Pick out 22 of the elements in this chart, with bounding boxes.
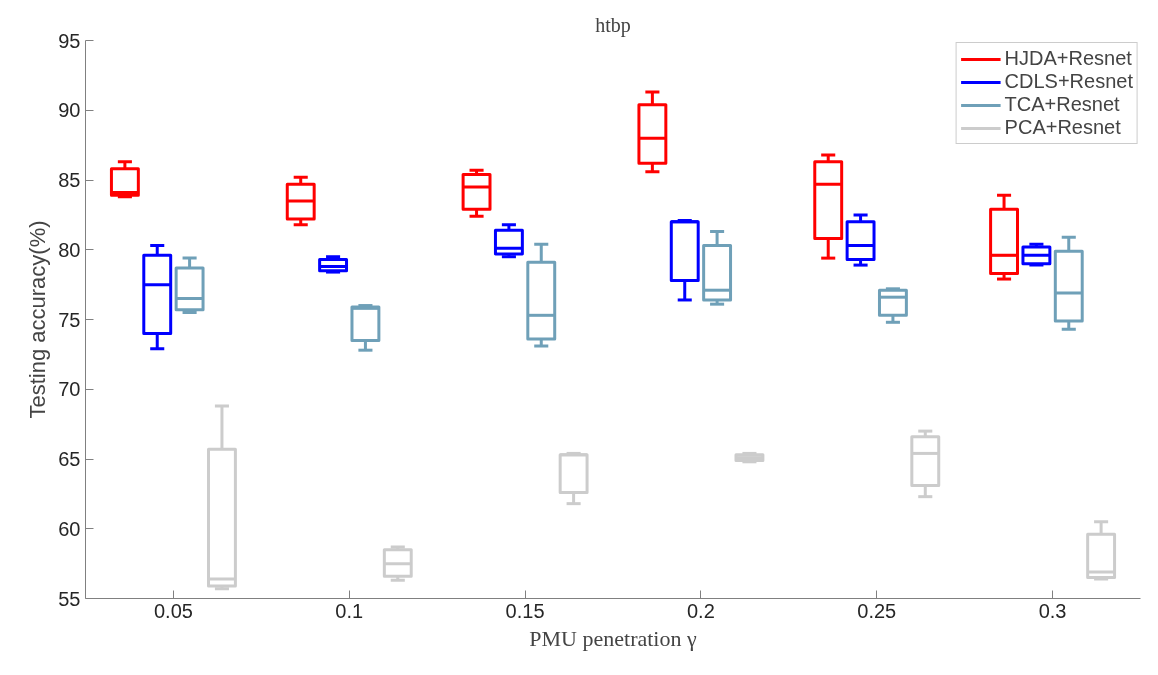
y-axis-title: Testing accuracy(%): [25, 220, 51, 419]
y-tick-label: 85: [58, 169, 81, 191]
y-tick-label: 60: [58, 517, 81, 540]
x-tick-label: 0.05: [153, 599, 193, 622]
y-tick-label: 95: [58, 29, 81, 52]
y-tick-label: 80: [58, 238, 81, 261]
y-tick-label: 55: [58, 587, 81, 610]
chart-title: htbp: [595, 13, 631, 37]
legend-label: CDLS+Resnet: [1004, 70, 1133, 93]
x-tick-label: 0.1: [335, 599, 364, 622]
y-tick-label: 65: [58, 448, 81, 470]
legend-label: PCA+Resnet: [1004, 116, 1121, 139]
x-tick-label: 0.15: [505, 599, 545, 622]
y-tick-label: 75: [58, 308, 81, 331]
x-axis-title: PMU penetration γ: [529, 625, 697, 651]
y-tick-label: 70: [58, 378, 81, 401]
x-tick-label: 0.3: [1038, 599, 1067, 622]
legend-label: TCA+Resnet: [1004, 93, 1120, 116]
x-tick-label: 0.25: [857, 599, 897, 622]
legend-label: HJDA+Resnet: [1004, 47, 1132, 70]
x-tick-label: 0.2: [687, 599, 715, 622]
y-tick-label: 90: [58, 99, 81, 122]
